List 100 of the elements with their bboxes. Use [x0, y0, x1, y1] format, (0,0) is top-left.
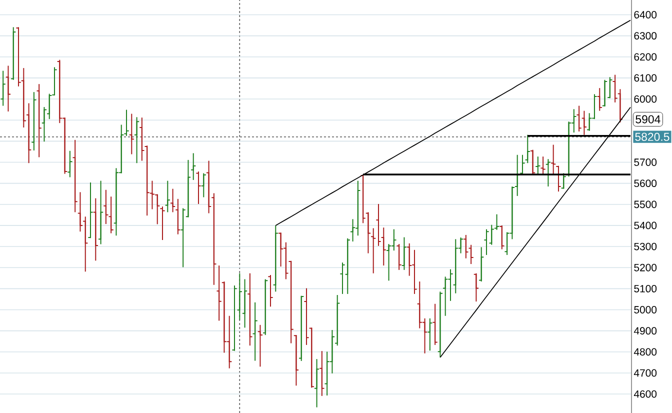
ref-line-label: 5820.5 — [635, 132, 670, 141]
candlestick — [72, 139, 78, 213]
candlestick — [98, 180, 104, 245]
y-tick-label: 5500 — [634, 200, 657, 208]
y-tick-label: 6300 — [634, 32, 657, 40]
candlestick — [180, 208, 186, 268]
candlestick — [427, 318, 433, 352]
candlestick — [607, 76, 613, 99]
candlestick — [556, 165, 562, 192]
candlestick — [252, 302, 258, 362]
y-tick-label: 5300 — [634, 242, 657, 250]
candlestick — [41, 106, 48, 142]
candlestick — [88, 182, 94, 239]
candlestick — [247, 272, 253, 346]
candlestick — [77, 192, 84, 232]
candlestick — [196, 171, 202, 204]
y-tick-label: 5600 — [634, 180, 657, 188]
candlestick — [560, 172, 566, 190]
candlestick — [139, 117, 145, 162]
candlestick — [128, 113, 134, 155]
candlestick — [5, 65, 12, 112]
candlestick — [16, 26, 22, 87]
candlestick — [468, 244, 474, 265]
candlestick — [360, 174, 366, 224]
candlestick — [540, 156, 546, 176]
y-tick-label: 6400 — [634, 11, 657, 18]
candlestick — [272, 224, 278, 292]
candlestick — [268, 274, 274, 308]
candlestick — [401, 236, 408, 270]
candlestick — [581, 110, 588, 136]
candlestick — [514, 154, 520, 196]
candlestick — [236, 272, 242, 320]
candlestick — [380, 227, 386, 266]
y-tick-label: 6000 — [634, 95, 657, 103]
candlestick — [293, 334, 300, 386]
candlestick — [185, 159, 192, 218]
candlestick — [340, 262, 346, 294]
candlestick — [103, 189, 109, 224]
candlestick — [432, 303, 438, 346]
candlestick — [298, 295, 304, 362]
candlestick — [365, 212, 372, 254]
candlestick — [304, 288, 310, 346]
candlestick — [134, 116, 140, 164]
candlestick — [26, 102, 32, 164]
candlestick — [463, 234, 469, 259]
y-tick-label: 4700 — [634, 369, 657, 377]
candlestick — [262, 278, 268, 336]
candlestick — [36, 84, 42, 158]
candlestick — [164, 180, 170, 213]
annotation: 5904 — [636, 115, 660, 124]
y-tick-label: 6100 — [634, 74, 657, 82]
candlestick — [278, 232, 284, 268]
candlestick — [10, 26, 16, 80]
candlestick — [386, 244, 392, 282]
y-tick-label: 4800 — [634, 348, 657, 356]
candlestick — [494, 214, 500, 230]
candlestick — [319, 350, 325, 396]
candlestick — [190, 152, 196, 180]
candlestick — [499, 224, 505, 250]
candlestick — [484, 228, 490, 256]
candlestick — [31, 92, 37, 151]
candlestick — [473, 272, 480, 302]
candlestick — [596, 88, 602, 112]
candlestick — [520, 154, 526, 176]
candlestick — [334, 294, 340, 346]
candlestick — [288, 260, 294, 344]
candlestick — [617, 88, 624, 123]
candlestick — [550, 144, 556, 176]
y-tick-label: 5700 — [634, 158, 657, 166]
candlestick — [545, 158, 552, 187]
candlestick — [20, 68, 26, 128]
candlestick — [370, 228, 376, 274]
candlestick — [396, 244, 402, 270]
candlestick — [200, 172, 206, 198]
candlestick — [0, 70, 6, 106]
y-tick-label: 5400 — [634, 222, 657, 230]
candlestick — [82, 216, 88, 272]
candlestick — [211, 192, 217, 286]
candlestick — [170, 188, 176, 213]
candlestick — [612, 74, 618, 103]
candlestick — [530, 149, 536, 176]
candlestick — [206, 160, 212, 214]
candlestick — [478, 246, 484, 282]
candlestick — [535, 156, 541, 176]
y-tick-label: 5100 — [634, 284, 657, 292]
y-tick-label: 5000 — [634, 306, 657, 314]
candlestick — [602, 79, 608, 107]
candlestick — [314, 358, 320, 408]
candlestick — [524, 134, 530, 164]
candlestick — [92, 198, 98, 262]
y-tick-label: 5200 — [634, 264, 657, 272]
y-tick-label: 6200 — [634, 53, 657, 61]
candlestick — [283, 242, 289, 280]
candlestick — [437, 291, 444, 358]
candlestick — [67, 150, 73, 178]
y-tick-label: 4900 — [634, 327, 657, 335]
candlestick — [576, 105, 582, 132]
candlestick — [160, 206, 166, 241]
candlestick — [488, 224, 494, 246]
y-tick-label: 4600 — [634, 390, 657, 398]
